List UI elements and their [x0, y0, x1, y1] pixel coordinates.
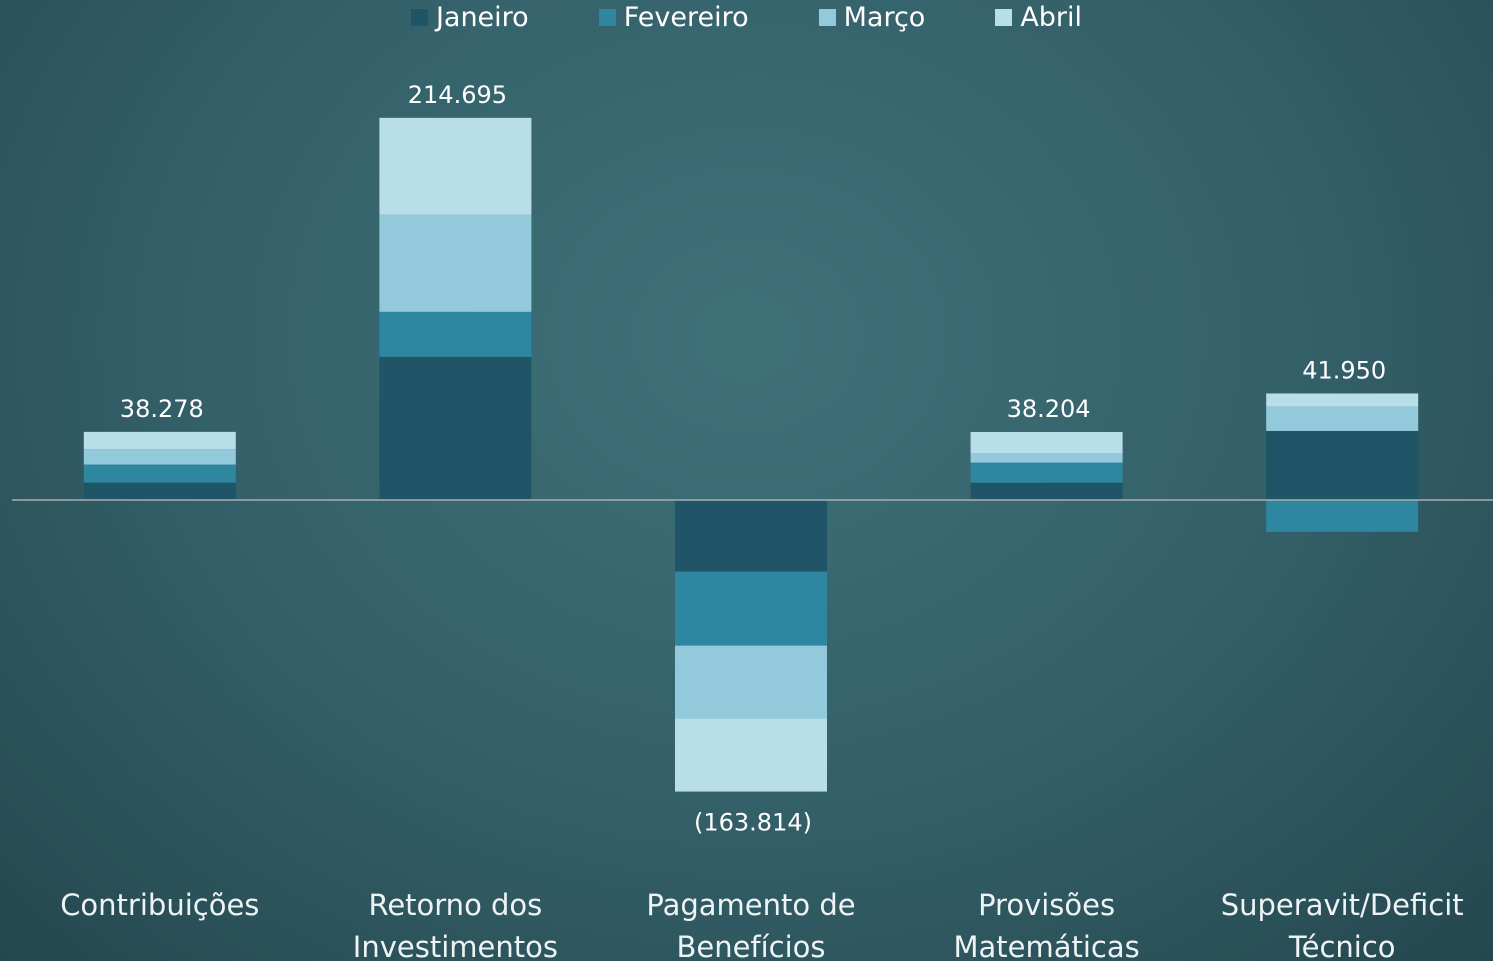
legend: Janeiro Fevereiro Março Abril — [0, 2, 1493, 33]
x-tick-label: Retorno dos Investimentos — [352, 888, 558, 961]
bar-segment — [675, 571, 827, 646]
bar-segment — [83, 464, 236, 483]
bar-segment — [1266, 393, 1419, 407]
legend-label: Fevereiro — [623, 2, 749, 33]
bar-segment — [1266, 406, 1419, 431]
bar-segment — [675, 500, 827, 572]
legend-swatch — [410, 9, 428, 26]
legend-label: Abril — [1020, 2, 1083, 33]
bar-segment — [970, 431, 1123, 454]
bar-segment — [970, 462, 1123, 483]
legend-label: Março — [843, 2, 926, 33]
legend-item: Janeiro — [410, 2, 529, 33]
bar-segment — [83, 449, 236, 465]
x-tick-label: Superavit/Deficit Técnico — [1220, 888, 1464, 961]
total-label: 38.278 — [120, 395, 204, 423]
bar-segment — [83, 431, 236, 450]
bar-segment — [379, 214, 532, 312]
legend-item: Março — [818, 2, 926, 33]
legend-swatch — [995, 9, 1013, 26]
legend-label: Janeiro — [435, 2, 529, 33]
legend-swatch — [598, 9, 616, 26]
x-tick-label: Provisões Matemáticas — [953, 888, 1140, 961]
bar-segment — [379, 311, 532, 357]
legend-swatch — [818, 9, 836, 26]
total-label: (163.814) — [694, 809, 812, 837]
bar-segment — [970, 482, 1123, 500]
total-label: 41.950 — [1302, 356, 1386, 384]
legend-item: Fevereiro — [598, 2, 749, 33]
bar-segment — [970, 453, 1123, 463]
legend-item: Abril — [995, 2, 1082, 33]
bar-segment — [83, 482, 236, 500]
total-label: 38.204 — [1007, 395, 1091, 423]
bar-segment — [379, 356, 532, 500]
x-tick-label: Pagamento de Benefícios — [646, 888, 856, 961]
bar-segment — [675, 645, 827, 719]
bar-segment — [1266, 500, 1419, 532]
x-tick-label: Contribuições — [60, 888, 260, 922]
total-label: 214.695 — [408, 81, 507, 109]
bar-segment — [1266, 430, 1419, 500]
bar-segment — [379, 117, 532, 215]
bar-segment — [675, 718, 827, 792]
